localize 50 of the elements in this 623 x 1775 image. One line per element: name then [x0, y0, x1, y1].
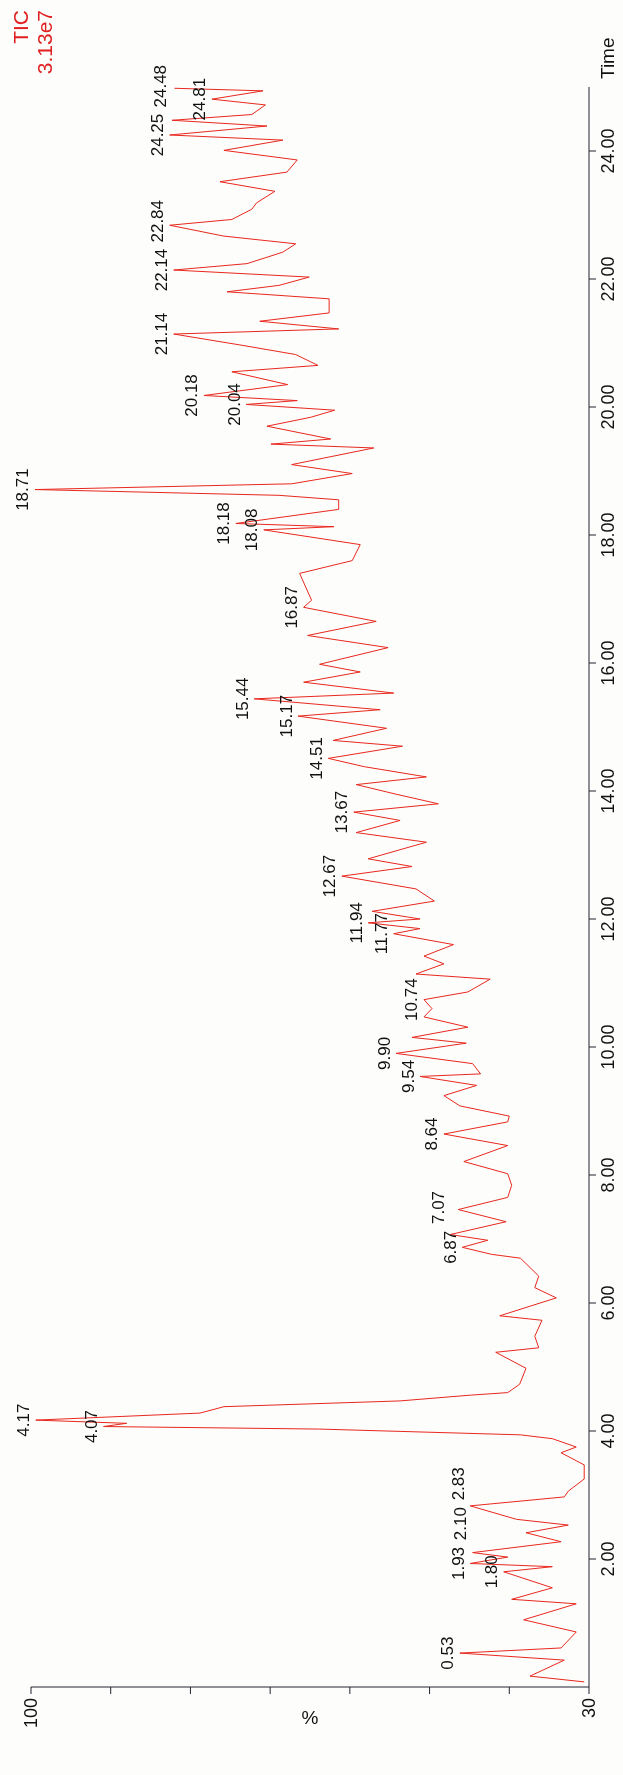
- annotation: 22.84: [148, 199, 168, 243]
- y-tick-label: 12.00: [598, 896, 618, 942]
- y-tick-label: 16.00: [598, 640, 618, 686]
- y-tick-label: 24.00: [598, 128, 618, 174]
- annotation: 20.04: [224, 383, 244, 426]
- annotation: 6.87: [440, 1230, 460, 1264]
- y-tick-label: 4.00: [598, 1413, 618, 1449]
- annotation: 9.90: [374, 1036, 394, 1070]
- annotation: 8.64: [422, 1117, 442, 1151]
- y-axis-title: Time: [596, 37, 618, 79]
- annotation: 9.54: [398, 1059, 418, 1093]
- annotation: 22.14: [152, 248, 172, 292]
- annotation: 18.18: [214, 502, 234, 545]
- x-tick-label: 30: [579, 1698, 599, 1719]
- annotation: 18.71: [13, 468, 33, 511]
- annotation: 14.51: [306, 737, 326, 780]
- annotation: 4.17: [14, 1403, 34, 1437]
- annotation: 12.67: [320, 854, 340, 898]
- annotation: 15.44: [232, 677, 252, 721]
- annotation: 0.53: [438, 1636, 458, 1670]
- annotation: 7.07: [428, 1190, 448, 1225]
- annotation: 21.14: [152, 312, 172, 356]
- y-tick-label: 22.00: [598, 256, 618, 302]
- annotation: 13.67: [332, 790, 352, 834]
- annotation: 11.77: [372, 913, 392, 955]
- annotation: 24.48: [150, 64, 170, 108]
- y-tick-label: 6.00: [598, 1285, 618, 1321]
- annotation: 24.81: [190, 77, 210, 121]
- y-tick-label: 14.00: [598, 768, 618, 814]
- y-tick-label: 2.00: [598, 1541, 618, 1577]
- annotation: 16.87: [282, 586, 302, 629]
- text: 3.13e7: [32, 10, 56, 75]
- annotation: 1.80: [482, 1555, 502, 1589]
- y-tick-label: 18.00: [598, 512, 618, 558]
- annotation: 10.74: [402, 978, 422, 1021]
- annotation: 24.25: [148, 113, 168, 157]
- y-tick-label: 8.00: [598, 1157, 618, 1193]
- annotation: 1.93: [448, 1546, 468, 1581]
- y-tick-label: 20.00: [598, 384, 618, 430]
- annotation: 18.08: [242, 508, 262, 552]
- annotation: 11.94: [346, 902, 366, 944]
- annotation: 20.18: [182, 374, 202, 417]
- x-axis-title: %: [301, 1706, 319, 1728]
- y-tick-label: 10.00: [598, 1024, 618, 1070]
- chart-title: TIC: [8, 10, 32, 44]
- annotation: 15.17: [276, 694, 296, 738]
- annotation: 2.10: [451, 1507, 471, 1541]
- annotation: 4.07: [82, 1409, 102, 1444]
- x-tick-label: 100: [21, 1698, 41, 1729]
- annotation: 2.83: [448, 1467, 468, 1501]
